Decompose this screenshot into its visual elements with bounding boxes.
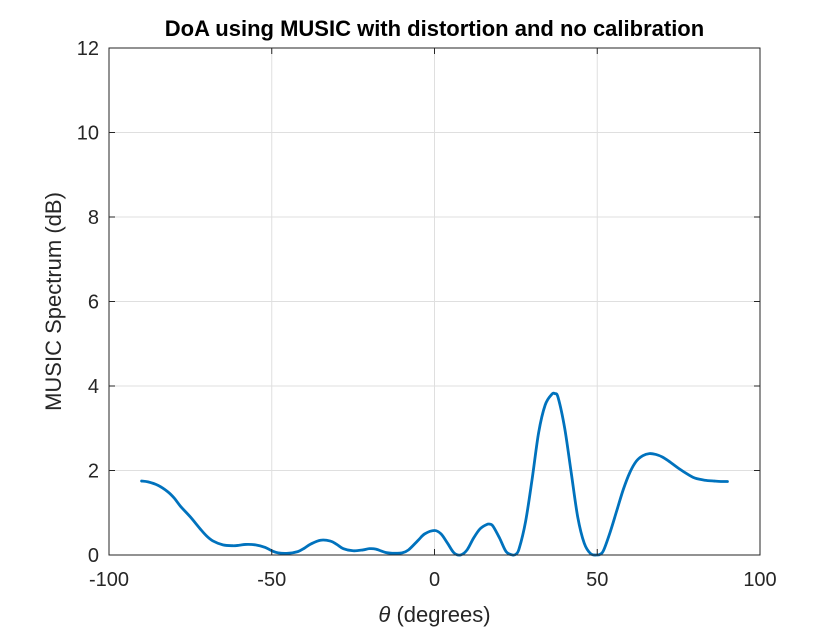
x-axis-label: θ (degrees)	[378, 602, 490, 627]
y-tick-label: 10	[77, 123, 99, 145]
y-tick-label: 2	[88, 461, 99, 483]
spectrum-line	[140, 391, 729, 557]
x-tick-label: 100	[743, 569, 776, 591]
ticks: -100 -50 0 50 100 0 2 4 6 8 10 12	[77, 38, 777, 591]
y-tick-label: 0	[88, 545, 99, 567]
chart-title: DoA using MUSIC with distortion and no c…	[165, 16, 704, 41]
y-tick-label: 8	[88, 207, 99, 229]
y-axis-label: MUSIC Spectrum (dB)	[41, 192, 66, 411]
x-tick-label: -50	[257, 569, 286, 591]
x-tick-label: -100	[89, 569, 129, 591]
x-axis-symbol: θ	[378, 602, 390, 627]
x-axis-unit: (degrees)	[390, 602, 490, 627]
grid-lines	[109, 48, 760, 555]
x-tick-label: 0	[429, 569, 440, 591]
y-tick-label: 6	[88, 292, 99, 314]
x-tick-label: 50	[586, 569, 608, 591]
y-tick-label: 4	[88, 376, 99, 398]
y-tick-label: 12	[77, 38, 99, 60]
